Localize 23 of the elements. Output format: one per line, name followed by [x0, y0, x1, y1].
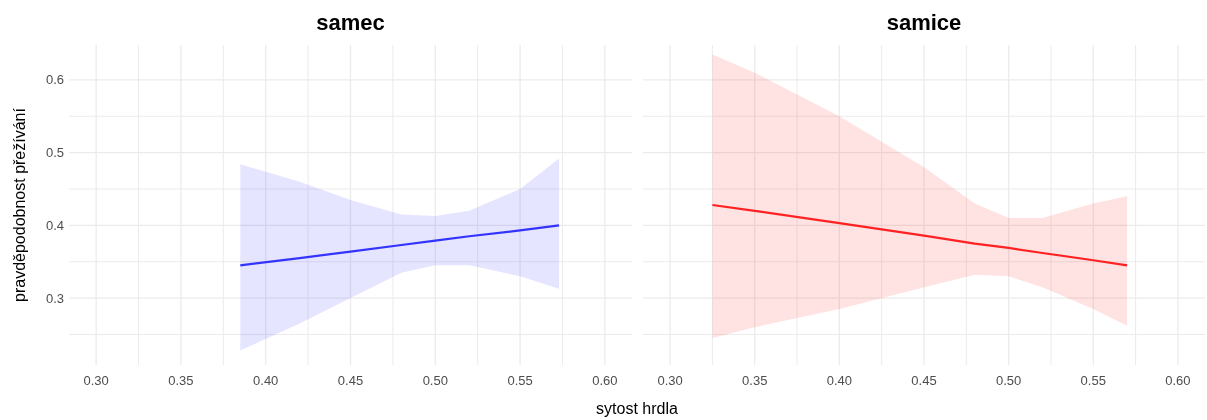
- y-axis-title: pravděpodobnost přežívání: [11, 107, 28, 302]
- x-tick-label: 0.35: [742, 373, 768, 388]
- x-tick-label: 0.40: [826, 373, 853, 388]
- x-tick-label: 0.60: [1165, 373, 1191, 388]
- x-tick-label: 0.30: [657, 373, 683, 388]
- chart-title: samec: [316, 10, 385, 35]
- x-tick-label: 0.60: [592, 373, 618, 388]
- y-tick-label: 0.6: [45, 72, 64, 88]
- x-tick-label: 0.30: [83, 373, 109, 388]
- x-tick-label: 0.55: [1080, 373, 1106, 388]
- x-tick-label: 0.50: [422, 373, 448, 388]
- x-tick-label: 0.55: [507, 373, 533, 388]
- x-tick-label: 0.40: [253, 373, 279, 388]
- y-tick-label: 0.3: [45, 290, 64, 306]
- y-tick-label: 0.5: [45, 145, 64, 161]
- x-tick-label: 0.45: [337, 373, 364, 388]
- x-tick-label: 0.50: [995, 373, 1022, 388]
- chart-title: samice: [886, 10, 962, 35]
- line-series: [239, 224, 561, 267]
- x-tick-label: 0.45: [911, 373, 937, 388]
- x-axis-title: sytost hrdla: [596, 400, 679, 417]
- y-tick-label: 0.4: [45, 217, 64, 233]
- x-tick-label: 0.35: [168, 373, 194, 388]
